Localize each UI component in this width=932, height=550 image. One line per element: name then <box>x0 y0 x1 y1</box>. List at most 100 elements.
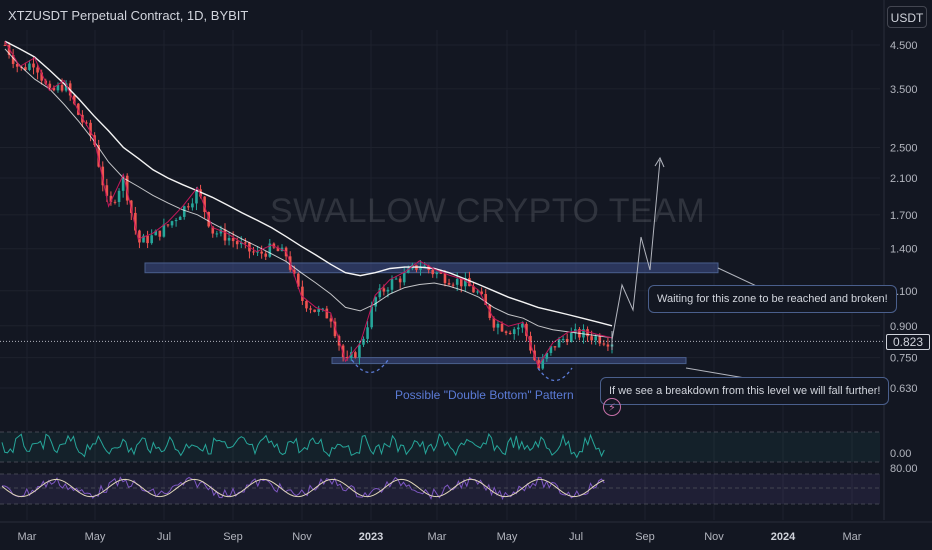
price-axis[interactable]: 4.500 3.500 2.500 2.100 1.700 1.400 1.100 0.900… <box>883 0 918 520</box>
candle-body <box>398 278 402 283</box>
x-tick-label: Jul <box>569 531 583 543</box>
candle-body <box>386 289 390 292</box>
candle-body <box>354 352 357 358</box>
candle-body <box>48 83 52 88</box>
candle-body <box>3 45 7 46</box>
candle-body <box>64 83 68 91</box>
candle-body <box>598 336 602 344</box>
x-tick-label: May <box>85 531 106 543</box>
candle-body <box>113 201 117 203</box>
pattern-label: Possible "Double Bottom" Pattern <box>395 388 574 402</box>
candle-body <box>72 95 76 104</box>
candle-body <box>264 253 268 257</box>
candle-body <box>500 323 504 332</box>
chart-title: XTZUSDT Perpetual Contract, 1D, BYBIT <box>8 8 249 23</box>
candle-body <box>211 226 215 234</box>
candle-body <box>101 166 105 186</box>
candle-body <box>419 266 422 270</box>
candle-body <box>97 145 100 167</box>
candle-body <box>305 300 308 309</box>
candle-body <box>541 358 545 369</box>
x-tick-label: Mar <box>843 531 862 543</box>
moving-average-short <box>4 41 613 368</box>
y-tick-label: 2.100 <box>890 173 918 185</box>
candle-body <box>557 339 561 348</box>
candle-body <box>569 332 573 343</box>
candle-body <box>468 278 471 287</box>
currency-button[interactable]: USDT <box>887 6 927 28</box>
candle-body <box>150 235 153 244</box>
candle-body <box>553 346 557 348</box>
candle-body <box>374 297 378 307</box>
candle-body <box>358 344 361 358</box>
candle-body <box>313 309 316 312</box>
candle-body <box>52 87 56 91</box>
candle-body <box>138 230 141 243</box>
candle-body <box>239 242 243 245</box>
oscillator-2-line <box>1 476 605 501</box>
candle-body <box>272 243 276 248</box>
candle-body <box>174 220 178 222</box>
candle-body <box>36 67 39 73</box>
candle-body <box>349 352 353 358</box>
candle-body <box>594 336 598 341</box>
candle-body <box>215 233 219 235</box>
candle-body <box>309 308 312 310</box>
candle-body <box>146 235 149 244</box>
candle-body <box>154 230 158 236</box>
candle-body <box>329 318 333 322</box>
candle-body <box>11 55 15 64</box>
callout-pointer-2 <box>685 367 746 379</box>
candle-body <box>134 212 137 231</box>
oscillator-2-signal <box>1 478 605 498</box>
x-tick-label: May <box>497 531 518 543</box>
y-tick-label: 1.100 <box>890 286 918 298</box>
candle-body <box>158 230 162 237</box>
candle-body <box>439 272 443 274</box>
candle-body <box>517 327 520 330</box>
candle-body <box>565 338 569 343</box>
candle-body <box>191 203 194 208</box>
candle-body <box>341 345 345 358</box>
grid <box>0 30 880 520</box>
candle-body <box>203 196 206 212</box>
candle-body <box>235 241 239 245</box>
candle-body <box>606 344 610 347</box>
candle-body <box>292 269 296 274</box>
candle-body <box>178 216 182 221</box>
candle-body <box>60 84 64 91</box>
x-tick-label: 2024 <box>771 531 796 543</box>
candle-body <box>586 329 589 337</box>
candle-body <box>244 242 247 244</box>
lightning-icon[interactable]: ⚡ <box>603 398 621 416</box>
candle-body <box>435 272 439 275</box>
candle-body <box>223 229 227 241</box>
candle-body <box>345 357 349 359</box>
candle-body <box>402 272 406 283</box>
candle-body <box>431 269 435 275</box>
candle-body <box>40 72 43 81</box>
candle-body <box>476 291 479 293</box>
candle-body <box>561 338 565 340</box>
candle-body <box>117 190 121 203</box>
candle-body <box>443 273 447 284</box>
x-tick-label: Nov <box>704 531 724 543</box>
candle-body <box>321 308 325 310</box>
candle-body <box>207 211 210 227</box>
oscillator-1-label: 0.00 <box>890 448 911 460</box>
y-tick-label: 4.500 <box>890 40 918 52</box>
candle-body <box>472 286 475 293</box>
x-tick-label: Mar <box>18 531 37 543</box>
candle-body <box>366 327 369 339</box>
projection-arrowhead <box>654 156 665 168</box>
candle-body <box>423 265 426 267</box>
candle-body <box>187 206 190 208</box>
candle-body <box>464 278 467 287</box>
zone-2 <box>331 357 687 365</box>
candle-body <box>105 185 109 196</box>
oscillator-1-line <box>1 432 605 459</box>
candle-body <box>512 329 516 335</box>
candle-body <box>256 251 259 253</box>
time-axis[interactable]: Mar May Jul Sep Nov 2023 Mar May Jul Sep Nov 2024 Ma… <box>0 521 932 543</box>
